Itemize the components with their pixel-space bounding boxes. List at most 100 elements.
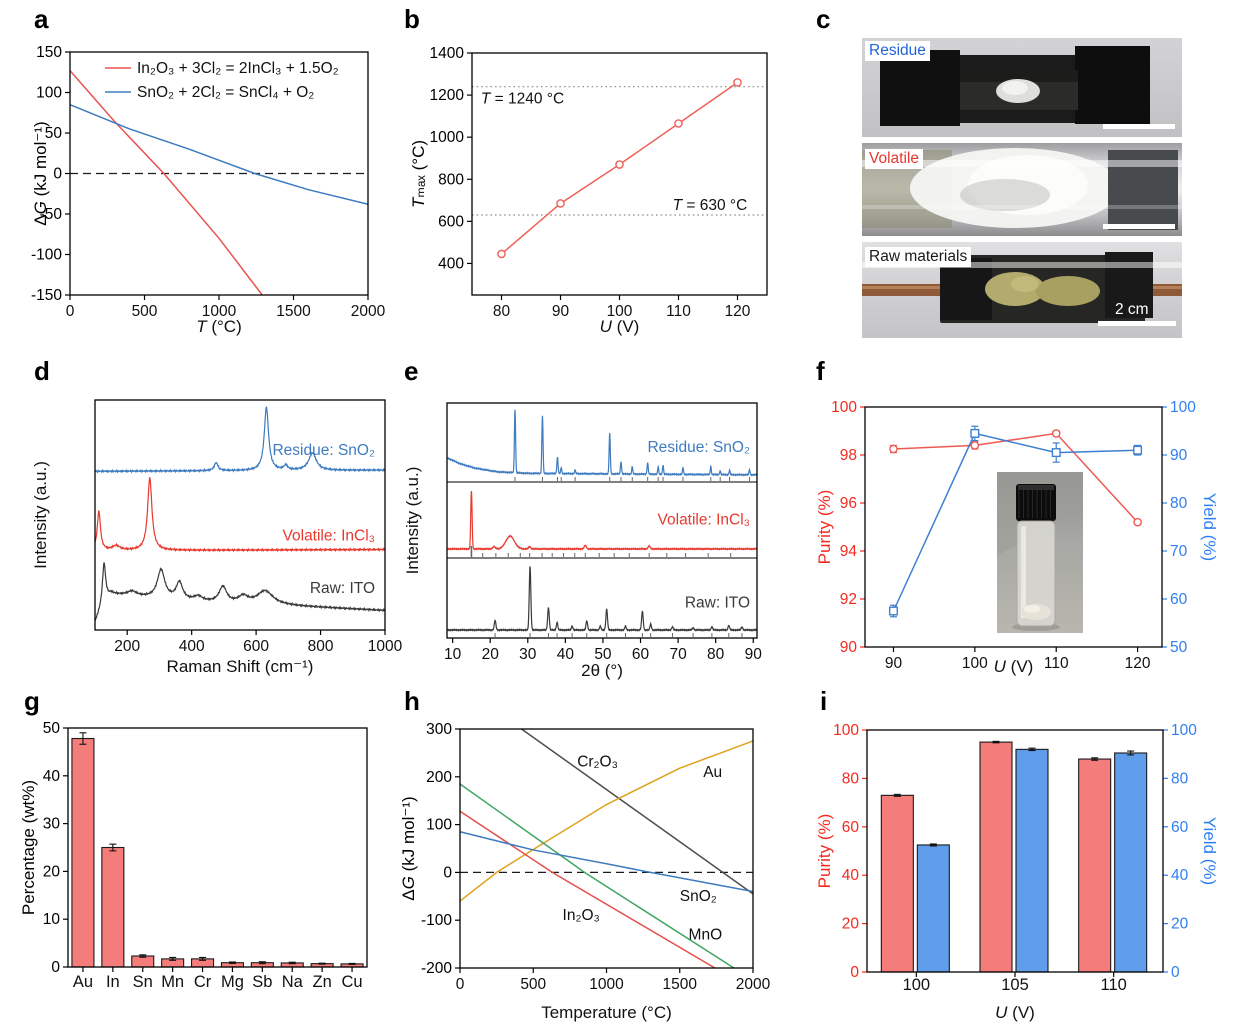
svg-text:Au: Au xyxy=(703,764,722,781)
svg-text:800: 800 xyxy=(438,171,464,188)
svg-text:90: 90 xyxy=(552,303,570,320)
svg-text:Purity (%): Purity (%) xyxy=(815,814,834,889)
svg-text:Raman Shift (cm⁻¹): Raman Shift (cm⁻¹) xyxy=(167,657,314,676)
svg-text:Mn: Mn xyxy=(161,973,184,991)
panel-label-f: f xyxy=(816,356,825,386)
svg-text:Cr: Cr xyxy=(194,973,212,991)
svg-text:Intensity (a.u.): Intensity (a.u.) xyxy=(31,461,50,569)
photo-label-raw-materials: Raw materials xyxy=(865,247,972,267)
svg-text:800: 800 xyxy=(308,638,334,655)
svg-text:-200: -200 xyxy=(421,960,452,977)
svg-text:90: 90 xyxy=(840,639,858,656)
svg-text:Residue: SnO₂: Residue: SnO₂ xyxy=(272,442,375,459)
svg-text:80: 80 xyxy=(842,770,860,787)
panel-d-chart-raman-spectra: Raw: ITO Volatile: InCl₃ Residue: SnO₂ 200 4… xyxy=(31,399,403,676)
svg-text:SnO₂ + 2Cl₂ = SnCl₄ + O₂: SnO₂ + 2Cl₂ = SnCl₄ + O₂ xyxy=(137,84,314,101)
panel-label-b: b xyxy=(404,4,420,34)
svg-text:92: 92 xyxy=(840,591,857,608)
svg-text:70: 70 xyxy=(1170,543,1188,560)
svg-text:400: 400 xyxy=(179,638,205,655)
svg-text:0: 0 xyxy=(51,959,60,976)
svg-text:200: 200 xyxy=(426,769,452,786)
svg-text:0: 0 xyxy=(1171,964,1180,981)
svg-text:120: 120 xyxy=(725,303,751,320)
panel-label-e: e xyxy=(404,356,419,386)
svg-text:30: 30 xyxy=(519,646,537,663)
svg-text:500: 500 xyxy=(132,303,158,320)
svg-text:600: 600 xyxy=(243,638,269,655)
svg-text:Sb: Sb xyxy=(252,973,272,991)
panel-b-chart-tmax-vs-voltage: T = 1240 °C T = 630 °C 80 90 100 110 120 U (V) 4… xyxy=(409,45,768,336)
svg-text:-150: -150 xyxy=(31,287,62,304)
svg-text:Tₘₐₓ (°C): Tₘₐₓ (°C) xyxy=(409,140,428,208)
svg-text:Na: Na xyxy=(282,973,304,991)
svg-text:U (V): U (V) xyxy=(600,317,640,336)
svg-text:100: 100 xyxy=(962,655,988,672)
svg-text:105: 105 xyxy=(1001,976,1029,994)
svg-text:Yield (%): Yield (%) xyxy=(1200,493,1219,561)
svg-text:110: 110 xyxy=(1101,976,1127,994)
photo-label-volatile: Volatile xyxy=(865,149,923,169)
panel-c-photographs: Residue Volatile Raw materials 2 cm xyxy=(810,0,1240,345)
svg-text:U (V): U (V) xyxy=(994,657,1034,676)
panel-label-g: g xyxy=(24,686,40,716)
svg-text:98: 98 xyxy=(840,447,857,464)
svg-text:20: 20 xyxy=(842,916,860,933)
panel-label-d: d xyxy=(34,356,50,386)
svg-text:600: 600 xyxy=(438,213,464,230)
svg-text:80: 80 xyxy=(1170,495,1188,512)
svg-text:50: 50 xyxy=(45,125,63,142)
svg-text:0: 0 xyxy=(53,166,62,183)
svg-text:-50: -50 xyxy=(40,206,63,223)
svg-text:-100: -100 xyxy=(421,912,452,929)
svg-text:96: 96 xyxy=(840,495,857,512)
svg-text:100: 100 xyxy=(903,976,931,994)
svg-text:Cu: Cu xyxy=(342,973,363,991)
svg-text:1500: 1500 xyxy=(663,976,698,993)
svg-text:1000: 1000 xyxy=(589,976,624,993)
svg-text:Sn: Sn xyxy=(133,973,153,991)
panel-a-chart-gibbs-vs-temperature: In₂O₃ + 3Cl₂ = 2InCl₃ + 1.5O₂ SnO₂ + 2Cl₂… xyxy=(31,44,386,336)
svg-text:0: 0 xyxy=(66,303,75,320)
svg-text:94: 94 xyxy=(840,543,858,560)
svg-text:200: 200 xyxy=(114,638,140,655)
panel-c-photo-art xyxy=(862,38,1182,338)
svg-text:500: 500 xyxy=(520,976,546,993)
svg-text:Volatile: InCl₃: Volatile: InCl₃ xyxy=(283,527,375,544)
svg-text:120: 120 xyxy=(1125,655,1151,672)
svg-text:300: 300 xyxy=(426,721,452,738)
svg-text:2θ (°): 2θ (°) xyxy=(581,661,623,680)
svg-text:50: 50 xyxy=(1170,639,1188,656)
svg-text:20: 20 xyxy=(1171,916,1189,933)
svg-text:Raw: ITO: Raw: ITO xyxy=(310,580,375,597)
svg-text:0: 0 xyxy=(443,864,452,881)
svg-text:60: 60 xyxy=(632,646,650,663)
svg-text:80: 80 xyxy=(707,646,725,663)
panel-label-c: c xyxy=(816,4,831,34)
panel-label-i: i xyxy=(820,686,828,716)
svg-text:1000: 1000 xyxy=(430,129,465,146)
svg-text:1000: 1000 xyxy=(202,303,237,320)
svg-text:1500: 1500 xyxy=(276,303,311,320)
svg-text:1400: 1400 xyxy=(430,45,465,62)
panel-label-a: a xyxy=(34,4,49,34)
svg-text:90: 90 xyxy=(745,646,763,663)
svg-text:Yield (%): Yield (%) xyxy=(1200,817,1219,885)
svg-text:100: 100 xyxy=(1170,399,1196,416)
svg-text:Temperature (°C): Temperature (°C) xyxy=(541,1003,672,1022)
svg-text:T = 630 °C: T = 630 °C xyxy=(673,197,748,214)
svg-text:T = 1240 °C: T = 1240 °C xyxy=(481,91,564,108)
panel-i-chart-purity-yield-bars: 100 105 110 U (V) 0 20 40 60 80 100 Purity (%) 0 20 4… xyxy=(815,722,1219,1022)
svg-text:50: 50 xyxy=(43,720,61,737)
svg-text:100: 100 xyxy=(607,303,633,320)
svg-text:Residue: SnO₂: Residue: SnO₂ xyxy=(647,439,750,456)
svg-text:100: 100 xyxy=(36,85,62,102)
svg-text:Purity (%): Purity (%) xyxy=(815,490,834,565)
svg-text:90: 90 xyxy=(885,655,903,672)
svg-text:T (°C): T (°C) xyxy=(196,317,242,336)
svg-text:60: 60 xyxy=(1170,591,1188,608)
scale-bar-text: 2 cm xyxy=(1115,301,1149,318)
svg-text:Mg: Mg xyxy=(221,973,244,991)
svg-text:Zn: Zn xyxy=(313,973,332,991)
